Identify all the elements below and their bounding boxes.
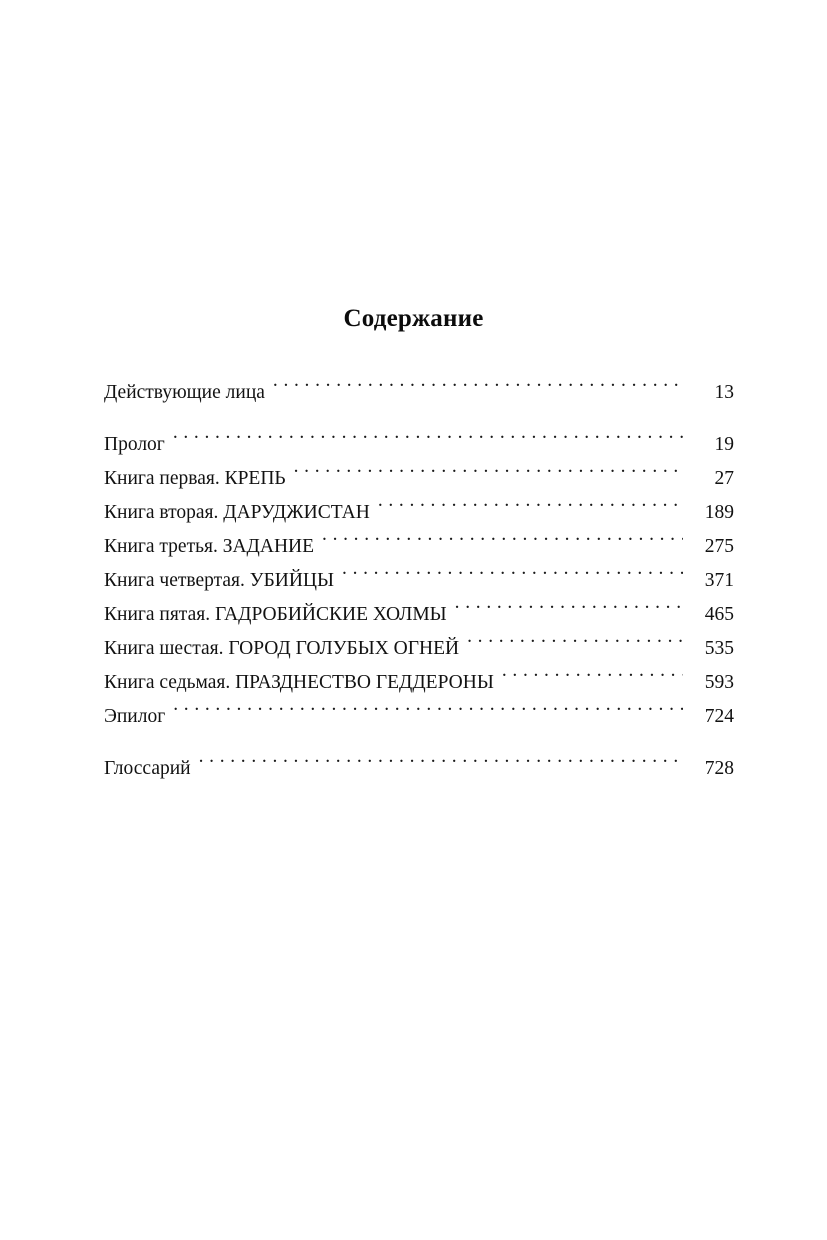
dot-leader bbox=[455, 601, 683, 621]
toc-entry-page-number: 371 bbox=[704, 570, 734, 591]
toc-entry[interactable]: Книга пятая. ГАДРОБИЙСКИЕ ХОЛМЫ 465 bbox=[104, 598, 734, 632]
toc-entry-page-number: 728 bbox=[704, 758, 734, 779]
toc-entry-label: Пролог bbox=[104, 434, 165, 455]
toc-entry-label: Книга шестая. ГОРОД ГОЛУБЫХ ОГНЕЙ bbox=[104, 638, 460, 659]
toc-entry-label: Глоссарий bbox=[104, 758, 191, 779]
dot-leader bbox=[342, 567, 683, 587]
dot-leader bbox=[199, 755, 683, 775]
toc-entry[interactable]: Книга третья. ЗАДАНИЕ 275 bbox=[104, 530, 734, 564]
toc-entry-label: Действующие лица bbox=[104, 382, 265, 403]
toc-entry-page-number: 13 bbox=[714, 382, 735, 403]
toc-entry-label: Книга пятая. ГАДРОБИЙСКИЕ ХОЛМЫ bbox=[104, 604, 447, 625]
toc-entry[interactable]: Эпилог 724 bbox=[104, 700, 734, 734]
toc-entry[interactable]: Действующие лица 13 bbox=[104, 376, 734, 410]
toc-entry-page-number: 593 bbox=[704, 672, 734, 693]
toc-entry-label: Эпилог bbox=[104, 706, 166, 727]
dot-leader bbox=[173, 703, 683, 723]
toc-entry-page-number: 724 bbox=[704, 706, 734, 727]
toc-entry[interactable]: Книга седьмая. ПРАЗДНЕСТВО ГЕДДЕРОНЫ 593 bbox=[104, 666, 734, 700]
dot-leader bbox=[173, 431, 683, 451]
toc-entry[interactable]: Глоссарий 728 bbox=[104, 752, 734, 786]
toc-entry-label: Книга третья. ЗАДАНИЕ bbox=[104, 536, 315, 557]
dot-leader bbox=[467, 635, 683, 655]
toc-entry-page-number: 27 bbox=[714, 468, 735, 489]
toc-entry[interactable]: Пролог 19 bbox=[104, 428, 734, 462]
toc-entry[interactable]: Книга первая. КРЕПЬ 27 bbox=[104, 462, 734, 496]
toc-entry-page-number: 465 bbox=[704, 604, 734, 625]
dot-leader bbox=[378, 499, 683, 519]
toc-entry-label: Книга седьмая. ПРАЗДНЕСТВО ГЕДДЕРОНЫ bbox=[104, 672, 494, 693]
toc-entry[interactable]: Книга четвертая. УБИЙЦЫ 371 bbox=[104, 564, 734, 598]
dot-leader bbox=[322, 533, 683, 553]
toc-entry[interactable]: Книга шестая. ГОРОД ГОЛУБЫХ ОГНЕЙ 535 bbox=[104, 632, 734, 666]
toc-entry-page-number: 189 bbox=[704, 502, 734, 523]
toc-entry-label: Книга четвертая. УБИЙЦЫ bbox=[104, 570, 335, 591]
toc-entry-label: Книга вторая. ДАРУДЖИСТАН bbox=[104, 502, 370, 523]
toc-entry-page-number: 19 bbox=[714, 434, 735, 455]
toc-entry-page-number: 275 bbox=[704, 536, 734, 557]
dot-leader bbox=[273, 379, 683, 399]
page-title: Содержание bbox=[343, 304, 484, 332]
toc-entry[interactable]: Книга вторая. ДАРУДЖИСТАН 189 bbox=[104, 496, 734, 530]
table-of-contents-list: Действующие лица 13 Пролог 19 Книга первая. … bbox=[104, 376, 734, 786]
toc-entry-label: Книга первая. КРЕПЬ bbox=[104, 468, 286, 489]
dot-leader bbox=[294, 465, 683, 485]
dot-leader bbox=[502, 669, 683, 689]
toc-entry-page-number: 535 bbox=[704, 638, 734, 659]
